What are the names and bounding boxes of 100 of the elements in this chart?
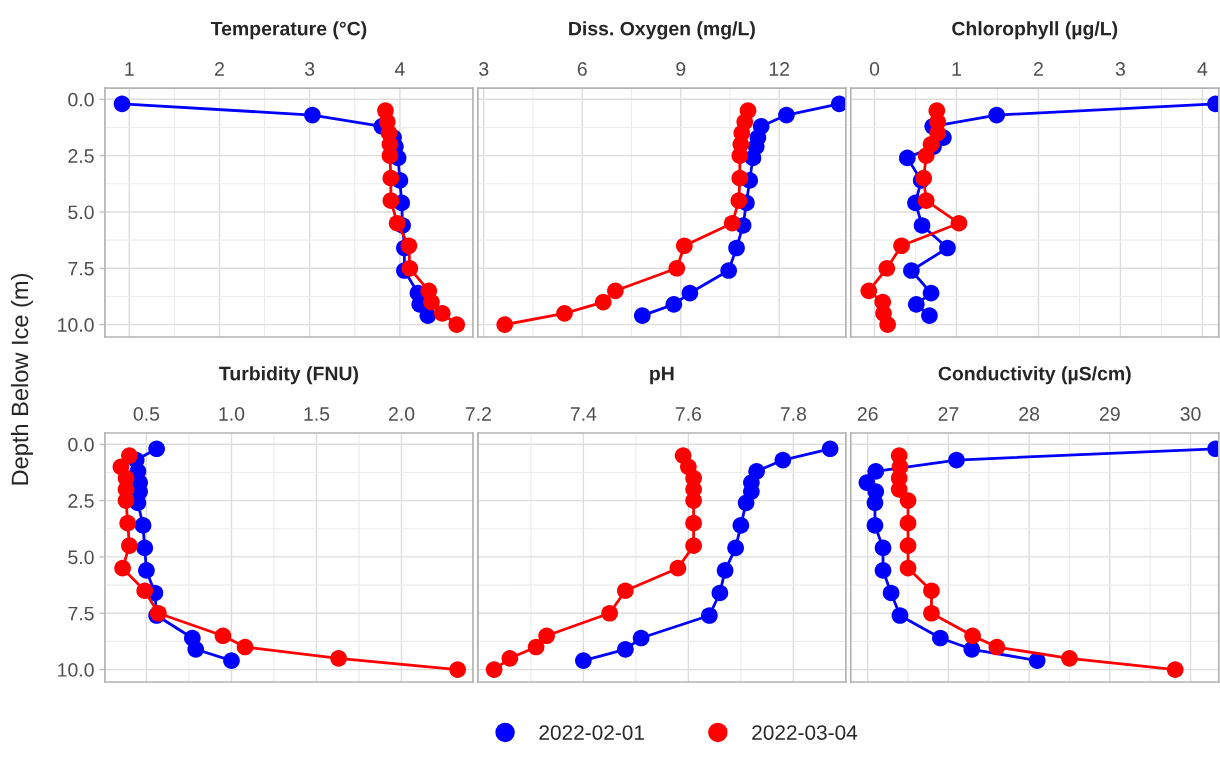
point xyxy=(556,305,573,322)
point xyxy=(633,307,651,324)
point xyxy=(988,638,1006,656)
point xyxy=(917,147,935,164)
point xyxy=(681,284,699,302)
point xyxy=(893,237,910,255)
point xyxy=(921,307,938,324)
point xyxy=(866,494,884,512)
point xyxy=(119,514,137,532)
point xyxy=(890,481,908,498)
point xyxy=(665,295,683,313)
point xyxy=(400,237,418,255)
point xyxy=(774,451,792,469)
point xyxy=(138,562,155,579)
point xyxy=(538,627,555,645)
point xyxy=(711,584,729,602)
point xyxy=(433,305,451,322)
point xyxy=(731,147,749,164)
point xyxy=(685,492,702,509)
x-tick-label: 7.8 xyxy=(780,407,807,421)
point xyxy=(594,293,612,311)
x-tick-label: 27 xyxy=(938,407,959,421)
point xyxy=(501,649,519,667)
point xyxy=(148,440,165,458)
x-tick-label: 0.5 xyxy=(133,407,160,421)
x-tick-label: 3 xyxy=(1115,62,1125,76)
point xyxy=(114,559,131,577)
x-tick-label: 0 xyxy=(869,62,880,76)
x-tick-label: 3 xyxy=(305,62,315,76)
point xyxy=(136,539,154,557)
point xyxy=(898,149,916,167)
point xyxy=(907,295,925,313)
point xyxy=(617,582,634,600)
x-tick-label: 1.5 xyxy=(304,407,330,421)
point xyxy=(382,169,400,187)
x-tick-label: 2 xyxy=(215,62,224,76)
y-tick-label: 0.0 xyxy=(68,437,94,452)
point xyxy=(964,627,981,645)
point xyxy=(388,214,406,232)
point xyxy=(730,192,748,210)
point xyxy=(401,259,419,277)
point xyxy=(485,661,503,678)
x-tick-label: 6 xyxy=(577,62,587,76)
point xyxy=(882,584,900,602)
point xyxy=(923,604,940,622)
point xyxy=(136,582,154,600)
y-tick-label: 5.0 xyxy=(68,205,94,220)
chart-title: Conductivity (µS/cm) xyxy=(938,366,1131,385)
point xyxy=(922,284,940,302)
point xyxy=(121,537,138,554)
chart-title: Diss. Oxygen (mg/L) xyxy=(569,21,755,40)
y-tick-label: 2.5 xyxy=(68,494,94,508)
y-axis-title: Depth Below Ice (m) xyxy=(10,274,33,485)
y-tick-label: 5.0 xyxy=(68,550,94,565)
point xyxy=(866,517,884,534)
point xyxy=(701,607,718,624)
point xyxy=(223,652,240,669)
point xyxy=(448,316,466,333)
point xyxy=(899,492,917,509)
x-tick-label: 28 xyxy=(1019,407,1040,421)
point xyxy=(948,451,965,469)
point xyxy=(187,640,205,658)
x-tick-label: 12 xyxy=(769,62,790,76)
point xyxy=(939,239,956,257)
y-tick-label: 7.5 xyxy=(68,606,94,621)
point xyxy=(988,106,1005,124)
x-tick-label: 2 xyxy=(1034,62,1043,76)
chart-title: Chlorophyll (µg/L) xyxy=(952,21,1118,40)
point xyxy=(685,537,702,554)
point xyxy=(423,293,440,311)
point xyxy=(728,239,745,257)
point xyxy=(903,262,920,279)
legend-label: 2022-03-04 xyxy=(752,725,858,740)
point xyxy=(113,95,131,113)
point xyxy=(632,629,650,647)
point xyxy=(236,638,254,656)
point xyxy=(121,447,138,464)
point xyxy=(950,214,968,232)
point xyxy=(867,462,885,480)
point xyxy=(913,217,931,234)
point xyxy=(607,282,624,300)
y-tick-label: 0.0 xyxy=(68,92,94,107)
point xyxy=(134,517,152,534)
point xyxy=(732,517,750,534)
point xyxy=(720,262,737,279)
point xyxy=(496,316,514,333)
point xyxy=(601,604,618,622)
legend-label: 2022-02-01 xyxy=(539,725,644,740)
point xyxy=(874,562,892,579)
point xyxy=(1061,649,1078,667)
chart-title: pH xyxy=(650,366,674,385)
chart-title: Temperature (°C) xyxy=(210,21,367,40)
point xyxy=(668,259,686,277)
x-tick-label: 1.0 xyxy=(219,407,245,421)
point xyxy=(737,494,755,512)
point xyxy=(932,629,949,647)
x-tick-label: 7.2 xyxy=(465,407,491,421)
y-tick-label: 7.5 xyxy=(68,261,94,276)
point xyxy=(527,638,545,656)
x-tick-label: 9 xyxy=(676,62,686,76)
